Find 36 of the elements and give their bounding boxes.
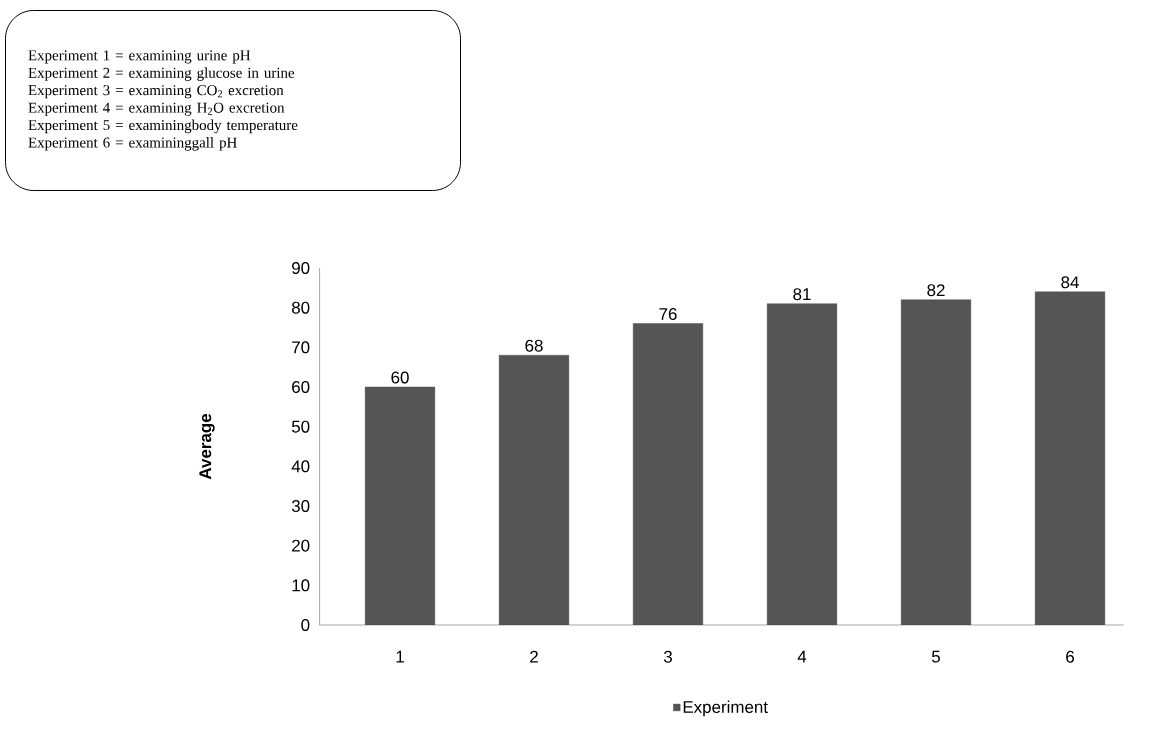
x-tick-label: 6 — [1066, 650, 1074, 663]
data-label: 81 — [793, 288, 811, 301]
bar — [900, 299, 972, 625]
text: Experiment 1 = examining urine pH — [28, 50, 251, 64]
x-tick-label: 3 — [663, 650, 672, 663]
y-axis-title: Average — [199, 413, 215, 480]
data-label: 60 — [391, 371, 409, 384]
text: Experiment 6 = examininggall pH — [28, 137, 237, 151]
y-tick-label: 70 — [292, 341, 310, 354]
y-tick-label: 40 — [291, 460, 310, 473]
text: Experiment 4 = examining H$_{2}$O excretion — [28, 102, 285, 116]
y-tick-label: 50 — [291, 420, 310, 433]
y-tick-label: 90 — [292, 261, 310, 274]
bar — [498, 355, 570, 625]
bar — [632, 323, 704, 625]
x-tick-label: 2 — [530, 650, 538, 663]
y-tick-label: 80 — [291, 301, 310, 314]
bar — [364, 386, 436, 625]
legend-label: Experiment — [683, 700, 768, 717]
x-tick-label: 4 — [797, 650, 807, 663]
data-label: 76 — [659, 308, 677, 321]
x-tick-label: 5 — [931, 650, 940, 663]
text: Experiment 3 = examining CO$_{2}$ excretion — [28, 85, 284, 99]
y-tick-label: 20 — [292, 539, 310, 552]
bar — [766, 303, 838, 625]
y-tick-label: 60 — [292, 380, 310, 393]
data-label: 68 — [525, 339, 543, 352]
y-tick-label: 10 — [292, 579, 310, 592]
data-label: 82 — [927, 284, 945, 297]
bar — [1034, 291, 1106, 625]
data-label: 84 — [1061, 276, 1079, 289]
text: Experiment 5 = examiningbody temperature — [28, 119, 298, 134]
x-tick-label: 1 — [396, 650, 404, 663]
y-tick-label: 0 — [301, 618, 310, 631]
text: Experiment 2 = examining glucose in urine — [28, 67, 295, 81]
y-tick-label: 30 — [291, 499, 310, 512]
